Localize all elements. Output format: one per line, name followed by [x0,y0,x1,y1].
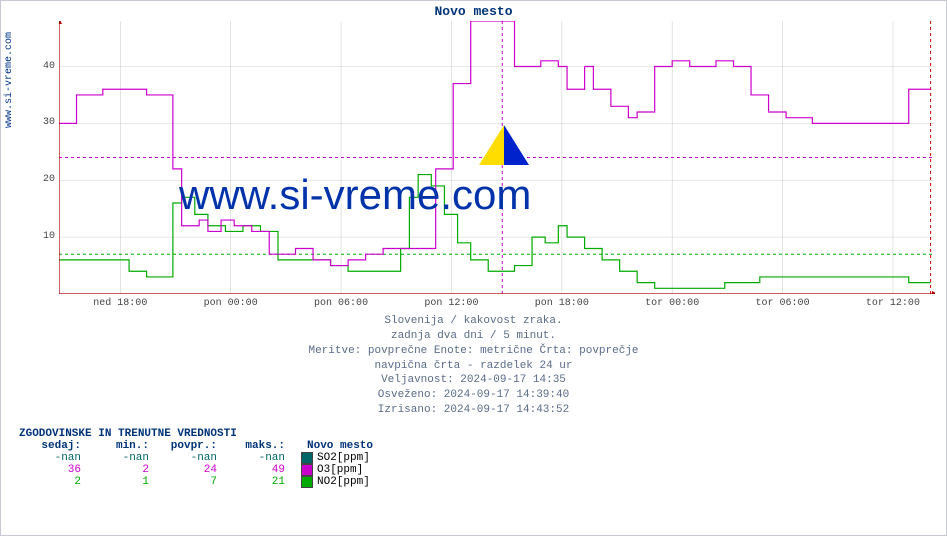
info-line: zadnja dva dni / 5 minut. [1,329,946,344]
watermark-logo [479,125,529,165]
y-tick: 10 [25,231,55,242]
y-tick: 30 [25,117,55,128]
table-cell: 2 [19,476,87,488]
x-tick: tor 06:00 [756,298,810,309]
legend-swatch [301,476,313,488]
legend-label: O3[ppm] [317,464,363,476]
table-header: maks.: [223,440,291,452]
table-cell: 49 [223,464,291,476]
x-tick: pon 18:00 [535,298,589,309]
table-row: -nan-nan-nan-nanSO2[ppm] [19,452,373,464]
table-cell: -nan [223,452,291,464]
table-cell: -nan [19,452,87,464]
table-header: min.: [87,440,155,452]
y-axis-label: www.si-vreme.com [4,32,15,128]
y-tick: 20 [25,174,55,185]
chart-container: Novo mesto www.si-vreme.com www.si-vreme… [0,0,947,536]
info-line: Slovenija / kakovost zraka. [1,314,946,329]
x-tick: pon 12:00 [424,298,478,309]
x-tick: ned 18:00 [93,298,147,309]
table-cell: -nan [155,452,223,464]
table-header: povpr.: [155,440,223,452]
legend-swatch [301,464,313,476]
table-row: 3622449 O3[ppm] [19,464,373,476]
legend-label: SO2[ppm] [317,452,370,464]
info-line: Veljavnost: 2024-09-17 14:35 [1,373,946,388]
table-cell: 24 [155,464,223,476]
x-tick: tor 00:00 [645,298,699,309]
table-row: 21721NO2[ppm] [19,476,373,488]
table-cell: 21 [223,476,291,488]
legend-label: NO2[ppm] [317,476,370,488]
x-tick: pon 06:00 [314,298,368,309]
table-title: ZGODOVINSKE IN TRENUTNE VREDNOSTI [19,428,373,440]
legend-swatch [301,452,313,464]
info-line: Osveženo: 2024-09-17 14:39:40 [1,388,946,403]
table-cell: -nan [87,452,155,464]
x-tick: pon 00:00 [204,298,258,309]
y-tick: 40 [25,61,55,72]
table-series-header: Novo mesto [307,440,373,452]
table-cell: 2 [87,464,155,476]
table-cell: 1 [87,476,155,488]
info-line: navpična črta - razdelek 24 ur [1,359,946,374]
table-cell: 36 [19,464,87,476]
x-tick: tor 12:00 [866,298,920,309]
table-cell: 7 [155,476,223,488]
history-table: ZGODOVINSKE IN TRENUTNE VREDNOSTIsedaj:m… [19,428,373,488]
info-block: Slovenija / kakovost zraka.zadnja dva dn… [1,314,946,418]
info-line: Izrisano: 2024-09-17 14:43:52 [1,403,946,418]
info-line: Meritve: povprečne Enote: metrične Črta:… [1,344,946,359]
chart-title: Novo mesto [1,4,946,19]
table-header: sedaj: [19,440,87,452]
